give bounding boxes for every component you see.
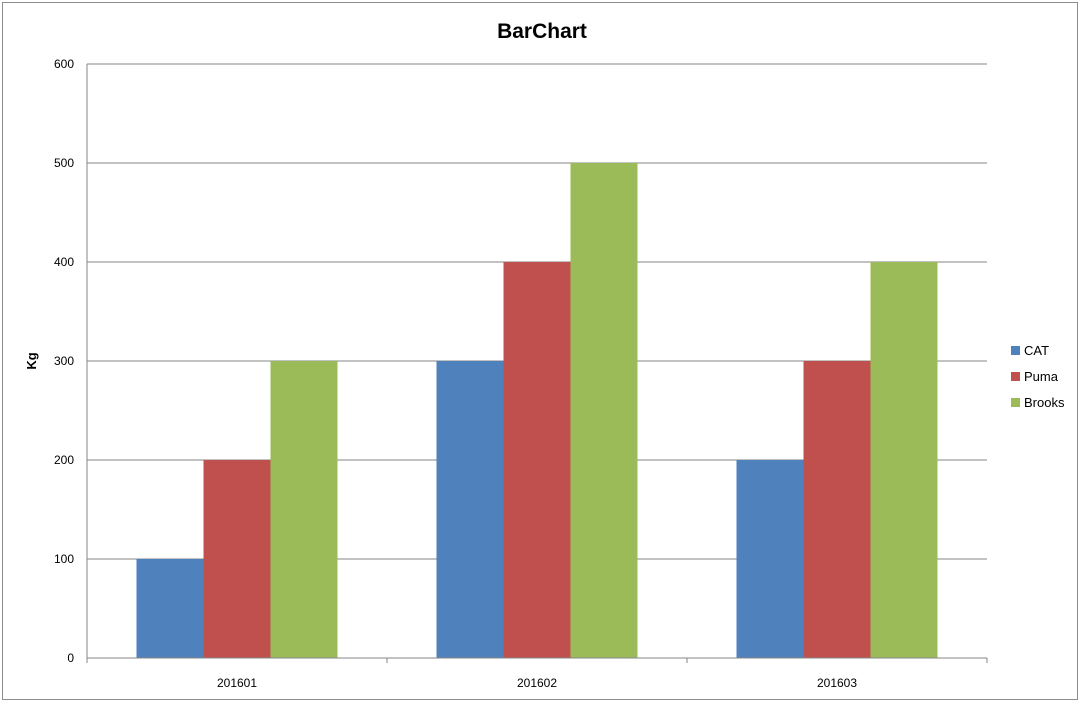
legend-item-cat: CAT — [1011, 343, 1049, 358]
chart-title: BarChart — [497, 20, 587, 43]
bar-cat-201603 — [736, 460, 804, 658]
bar-brooks-201603 — [870, 262, 938, 658]
legend-item-brooks: Brooks — [1011, 395, 1065, 410]
y-tick-label: 100 — [54, 552, 74, 566]
bar-puma-201603 — [803, 361, 871, 658]
bar-cat-201601 — [136, 559, 204, 658]
bar-puma-201601 — [203, 460, 271, 658]
legend-label: Brooks — [1024, 395, 1065, 410]
bar-cat-201602 — [436, 361, 504, 658]
legend-label: Puma — [1024, 369, 1059, 384]
x-axis: 201601 201602 201603 — [86, 657, 988, 690]
x-tick-label: 201602 — [517, 676, 557, 690]
legend-label: CAT — [1024, 343, 1049, 358]
y-tick-label: 400 — [54, 255, 74, 269]
bar-brooks-201602 — [570, 163, 638, 658]
bars — [136, 163, 938, 658]
legend-swatch — [1011, 398, 1020, 407]
y-tick-label: 0 — [67, 651, 74, 665]
y-tick-labels: 0 100 200 300 400 500 600 — [54, 57, 74, 665]
y-tick-label: 600 — [54, 57, 74, 71]
legend-swatch — [1011, 372, 1020, 381]
y-tick-label: 500 — [54, 156, 74, 170]
y-axis-label: Kg — [24, 352, 39, 369]
x-tick-label: 201603 — [817, 676, 857, 690]
bar-brooks-201601 — [270, 361, 338, 658]
x-tick-label: 201601 — [217, 676, 257, 690]
legend-swatch — [1011, 346, 1020, 355]
y-tick-label: 200 — [54, 453, 74, 467]
bar-puma-201602 — [503, 262, 571, 658]
legend: CAT Puma Brooks — [1011, 343, 1065, 410]
y-tick-label: 300 — [54, 354, 74, 368]
legend-item-puma: Puma — [1011, 369, 1059, 384]
